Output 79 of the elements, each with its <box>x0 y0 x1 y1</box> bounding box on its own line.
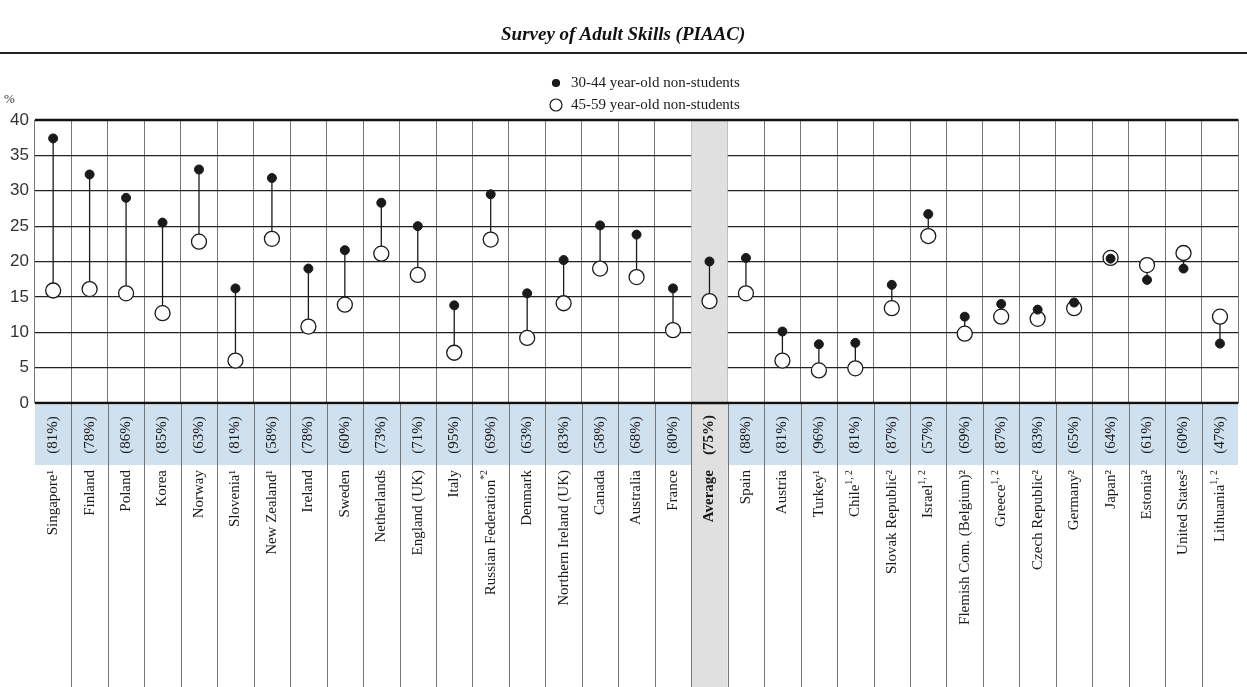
x-tick-label: Ireland <box>299 469 316 513</box>
x-tick-label: Italy <box>445 469 462 498</box>
x-tick-label: Sweden <box>335 469 352 518</box>
y-tick-label: 15 <box>9 286 29 306</box>
x-tick-label: Finland <box>80 469 97 516</box>
x-tick-label: Singapore¹ <box>44 469 61 536</box>
text: (87%) <box>992 416 1010 454</box>
y-tick-label: 30 <box>9 180 29 200</box>
x-tick-label: Lithuania1, 2 <box>1207 469 1227 543</box>
text: (88%) <box>736 416 754 454</box>
text: (69%) <box>481 416 499 454</box>
y-tick-label: 20 <box>9 251 29 271</box>
x-tick-label: Spain <box>736 469 753 505</box>
y-tick-label: 0 <box>19 392 29 412</box>
x-tick-label: Korea <box>153 469 170 507</box>
x-tick-label: Canada <box>591 469 608 515</box>
text: (81%) <box>773 416 791 454</box>
text: (68%) <box>627 416 645 454</box>
text: (64%) <box>1101 416 1119 454</box>
x-tick-label: Greece1, 2 <box>988 469 1009 528</box>
text: (60%) <box>1174 416 1192 454</box>
x-tick-label: Chile1, 2 <box>842 469 863 518</box>
x-tick-label: Denmark <box>518 469 535 526</box>
text: (60%) <box>335 416 353 454</box>
x-tick-label: Poland <box>117 469 134 512</box>
x-tick-label: United States² <box>1174 469 1191 555</box>
text: (58%) <box>591 416 609 454</box>
text: (61%) <box>1137 416 1155 454</box>
x-tick-label: Northern Ireland (UK) <box>554 470 572 606</box>
x-tick-label: Slovak Republic² <box>882 469 899 575</box>
x-tick-label: Czech Republic² <box>1028 469 1045 570</box>
x-tick-label: Germany² <box>1065 469 1082 531</box>
x-tick-label: France <box>663 469 680 511</box>
text: (78%) <box>80 416 98 454</box>
x-tick-label: Israel1, 2 <box>915 469 936 518</box>
text: (86%) <box>117 416 135 454</box>
text: (95%) <box>445 416 463 454</box>
text: (63%) <box>189 416 207 454</box>
y-tick-label: 35 <box>9 145 29 165</box>
text: (47%) <box>1210 416 1228 454</box>
x-tick-label: Japan² <box>1101 469 1118 509</box>
text: (69%) <box>955 416 973 454</box>
text: (81%) <box>44 416 62 454</box>
text: (63%) <box>518 416 536 454</box>
x-tick-label: Slovenia¹ <box>226 469 243 527</box>
text: (81%) <box>846 416 864 454</box>
y-tick-label: 10 <box>9 321 29 341</box>
text: (58%) <box>262 416 280 454</box>
x-tick-label: Australia <box>627 469 644 525</box>
text: (71%) <box>408 416 426 454</box>
text: (81%) <box>226 416 244 454</box>
x-tick-label: Flemish Com. (Belgium)² <box>955 469 973 625</box>
text: (83%) <box>554 416 572 454</box>
x-tick-label: Turkey¹ <box>809 469 826 518</box>
text: (85%) <box>153 416 171 454</box>
x-tick-label: England (UK) <box>408 469 426 556</box>
x-tick-label: New Zealand¹ <box>262 470 279 555</box>
x-tick-label: Austria <box>773 469 790 515</box>
x-tick-label: Norway <box>189 469 206 519</box>
y-tick-label: 25 <box>9 215 29 235</box>
text: (73%) <box>372 416 390 454</box>
text: (80%) <box>663 416 681 454</box>
y-axis-title: % <box>4 91 15 107</box>
x-tick-label: Average <box>700 469 717 523</box>
legend-label: 45-59 year-old non-students <box>571 95 740 112</box>
text: (83%) <box>1028 416 1046 454</box>
text: (57%) <box>919 416 937 454</box>
text: (96%) <box>809 416 827 454</box>
x-tick-label: Russian Federation*2 <box>478 469 498 596</box>
text: (75%) <box>700 415 718 455</box>
text: (65%) <box>1065 416 1083 454</box>
chart-subtitle: Survey of Adult Skills (PIAAC) <box>501 22 746 45</box>
text: (78%) <box>299 416 317 454</box>
text: (87%) <box>882 416 900 454</box>
x-tick-label: Estonia² <box>1137 469 1154 520</box>
y-tick-label: 40 <box>9 109 29 129</box>
legend-label: 30-44 year-old non-students <box>571 73 740 90</box>
x-tick-label: Netherlands <box>372 469 389 543</box>
y-tick-label: 5 <box>19 357 29 377</box>
